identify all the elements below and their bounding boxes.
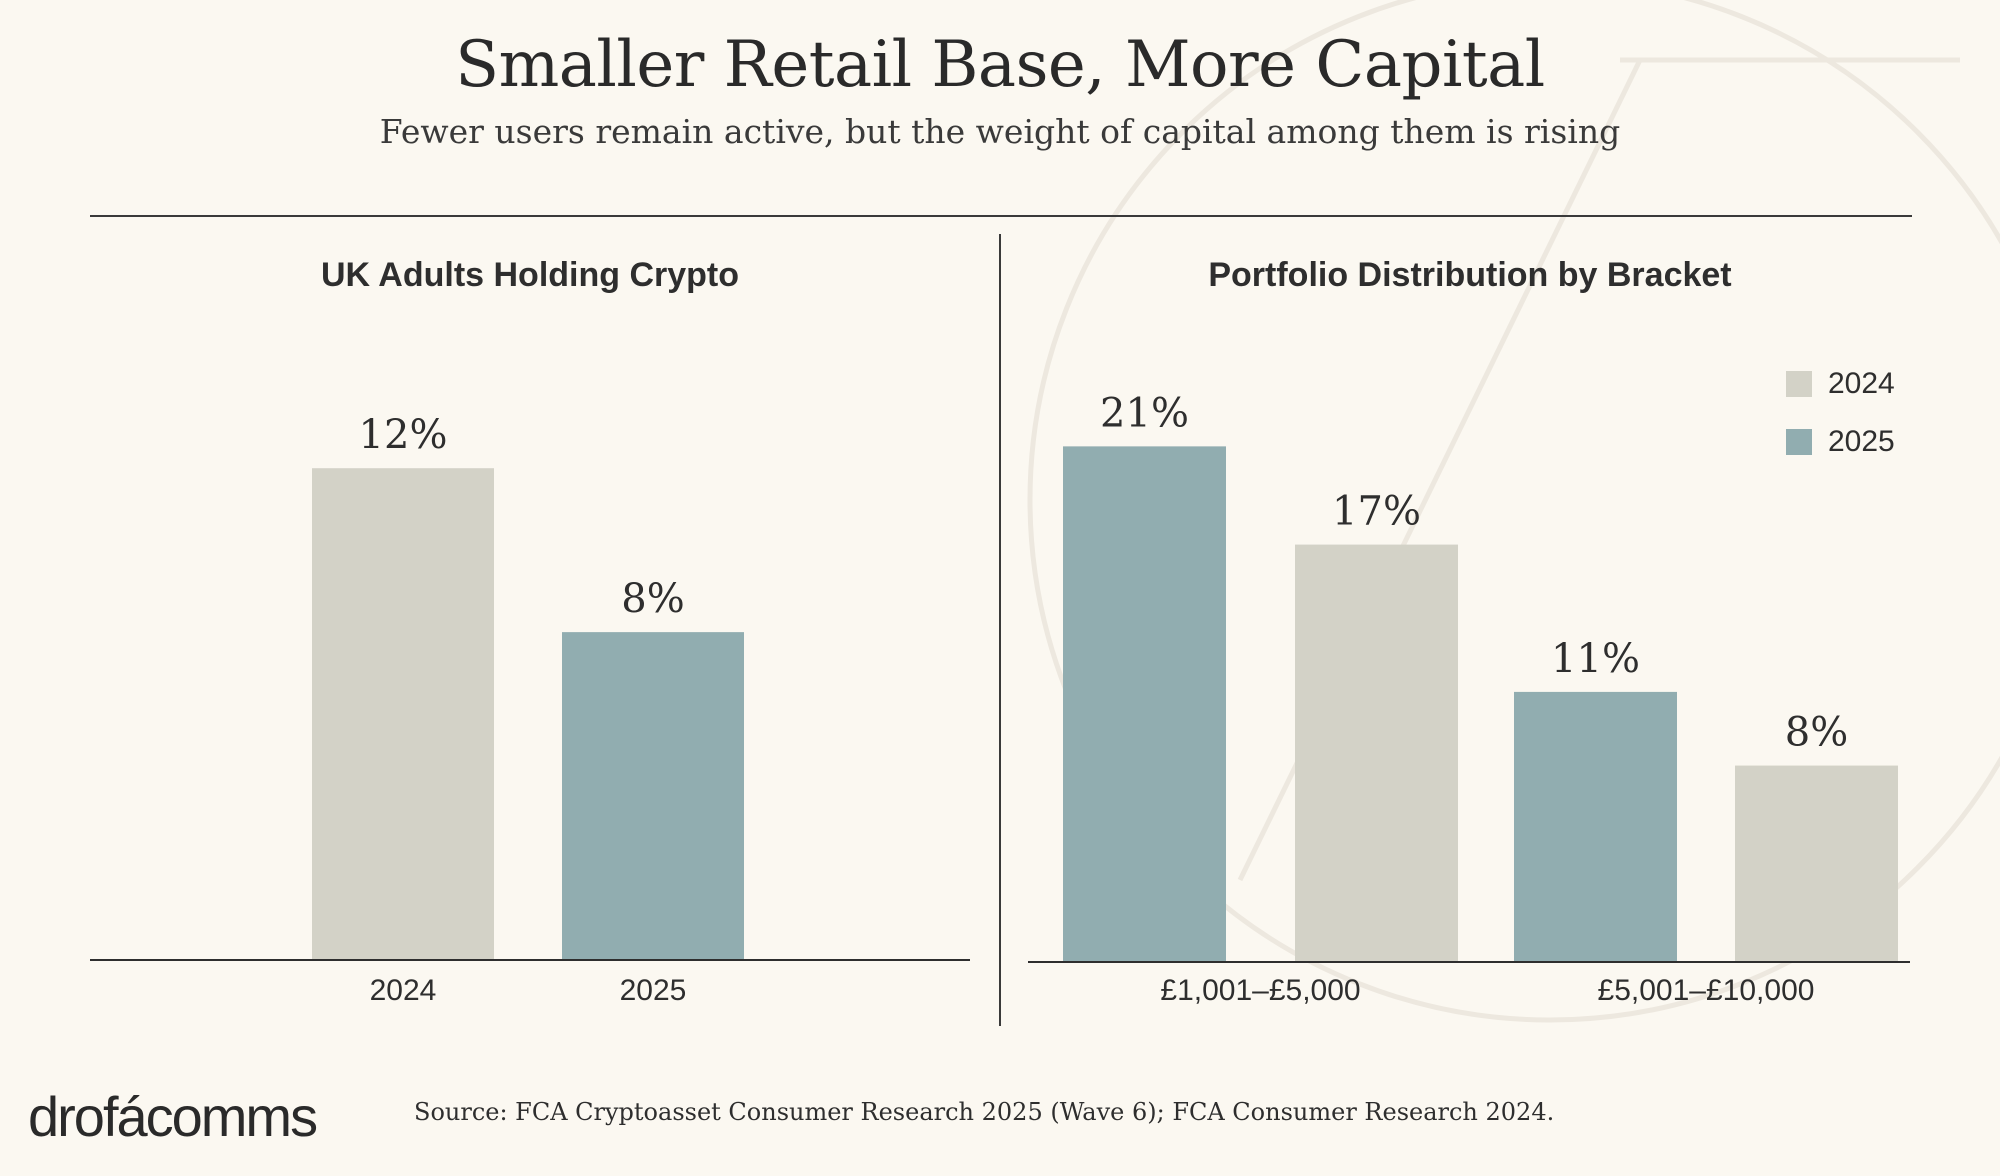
bar-2025 <box>562 632 744 960</box>
data-label-bar-1: 21% <box>1100 390 1189 436</box>
legend-swatch-2024 <box>1786 371 1812 397</box>
left-chart-title: UK Adults Holding Crypto <box>320 256 740 294</box>
data-label-bar-4: 8% <box>1785 710 1848 756</box>
x-tick-label-2025: 2025 <box>620 974 687 1007</box>
page-title: Smaller Retail Base, More Capital <box>455 28 1545 102</box>
legend-label-2025: 2025 <box>1828 425 1895 458</box>
x-tick-label-2024: 2024 <box>370 974 437 1007</box>
bar-1-2025 <box>1063 446 1226 962</box>
data-label-2025: 8% <box>621 576 684 622</box>
x-group-label-1: £1,001–£5,000 <box>1160 974 1360 1007</box>
header-divider <box>90 215 1912 217</box>
legend-item-2024: 2024 <box>1786 355 1895 413</box>
x-group-label-2: £5,001–£10,000 <box>1598 974 1815 1007</box>
legend-swatch-2025 <box>1786 429 1812 455</box>
page-subtitle: Fewer users remain active, but the weigh… <box>379 112 1621 151</box>
data-label-2024: 12% <box>359 412 448 458</box>
legend-label-2024: 2024 <box>1828 367 1895 400</box>
bar-3-2025 <box>1514 691 1677 962</box>
data-label-bar-3: 11% <box>1551 636 1640 682</box>
legend-item-2025: 2025 <box>1786 413 1895 471</box>
source-note: Source: FCA Cryptoasset Consumer Researc… <box>414 1098 1555 1126</box>
legend: 2024 2025 <box>1786 355 1895 471</box>
right-chart-title: Portfolio Distribution by Bracket <box>1208 256 1732 294</box>
data-label-bar-2: 17% <box>1332 489 1421 535</box>
panel-divider <box>999 234 1001 1026</box>
bar-4-2024 <box>1735 765 1898 962</box>
bar-2-2024 <box>1295 544 1458 962</box>
brand-logo: drofácomms <box>28 1085 318 1148</box>
bar-2024 <box>312 468 494 960</box>
